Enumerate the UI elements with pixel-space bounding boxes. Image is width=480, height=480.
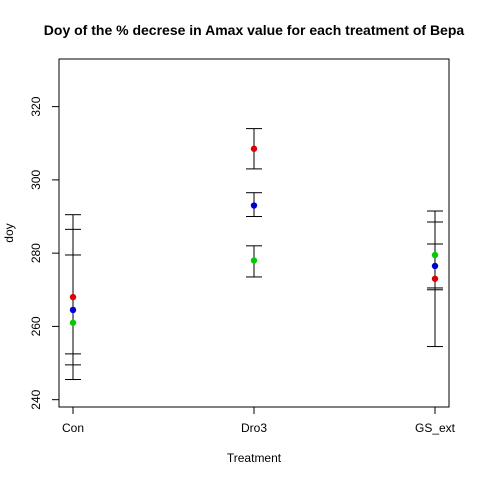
data-point bbox=[69, 293, 77, 301]
data-point bbox=[69, 306, 77, 314]
plot-frame bbox=[58, 58, 450, 408]
data-point bbox=[431, 275, 439, 282]
y-tick-label: 320 bbox=[29, 96, 43, 116]
y-axis: 240 260 280 300 320 bbox=[29, 96, 60, 410]
x-tick-label: Dro3 bbox=[241, 421, 267, 435]
y-tick-label: 280 bbox=[29, 243, 43, 263]
data-point bbox=[431, 251, 439, 259]
data-point bbox=[250, 202, 258, 209]
data-point bbox=[250, 145, 258, 152]
y-tick-label: 240 bbox=[29, 389, 43, 409]
x-tick-label: GS_ext bbox=[415, 421, 456, 435]
y-tick-label: 260 bbox=[29, 316, 43, 336]
chart-title: Doy of the % decrese in Amax value for e… bbox=[44, 22, 465, 38]
x-axis: Con Dro3 GS_ext bbox=[62, 406, 456, 435]
y-axis-label: doy bbox=[2, 223, 16, 242]
x-axis-label: Treatment bbox=[227, 451, 282, 465]
data-point bbox=[431, 262, 439, 270]
data-marks bbox=[65, 128, 443, 381]
y-tick-label: 300 bbox=[29, 170, 43, 190]
x-tick-label: Con bbox=[62, 421, 84, 435]
data-point bbox=[250, 257, 258, 264]
data-point bbox=[69, 319, 77, 326]
